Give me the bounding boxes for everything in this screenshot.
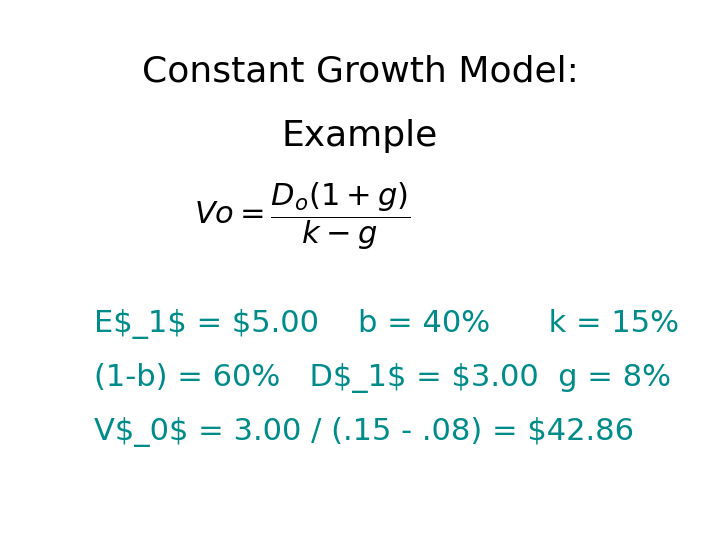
Text: (1-b) = 60%   D$_1$ = $3.00  g = 8%: (1-b) = 60% D$_1$ = $3.00 g = 8% — [94, 363, 670, 393]
Text: Constant Growth Model:: Constant Growth Model: — [142, 54, 578, 88]
Text: Example: Example — [282, 119, 438, 153]
Text: $\mathit{Vo} = \dfrac{D_o(1+g)}{k-g}$: $\mathit{Vo} = \dfrac{D_o(1+g)}{k-g}$ — [194, 180, 410, 252]
Text: V$_0$ = 3.00 / (.15 - .08) = $42.86: V$_0$ = 3.00 / (.15 - .08) = $42.86 — [94, 417, 634, 447]
Text: E$_1$ = $5.00    b = 40%      k = 15%: E$_1$ = $5.00 b = 40% k = 15% — [94, 309, 679, 339]
